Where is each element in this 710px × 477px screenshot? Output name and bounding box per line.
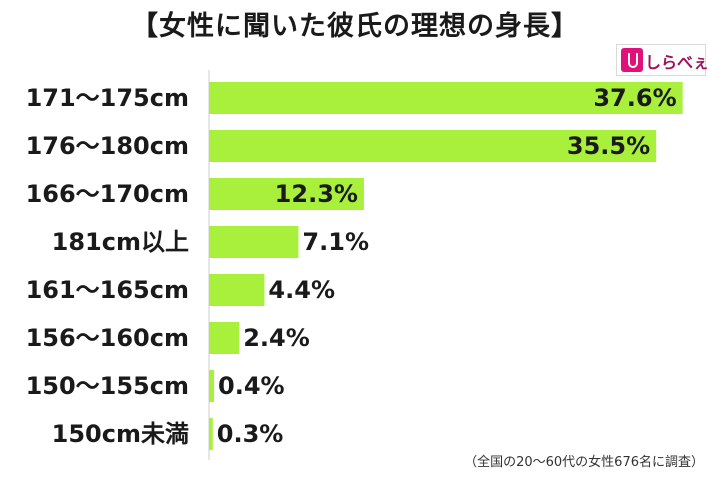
bar-5 — [209, 322, 240, 354]
brand-logo: しらべぇ — [616, 44, 710, 76]
bar-6 — [209, 370, 215, 402]
logo-icon — [621, 48, 643, 72]
category-label-4: 161～165cm — [26, 276, 189, 304]
bar-7 — [209, 418, 213, 450]
category-label-3: 181cm以上 — [52, 228, 189, 256]
value-label-2: 12.3% — [275, 180, 358, 208]
category-label-0: 171～175cm — [26, 84, 189, 112]
logo-text: しらべぇ — [645, 53, 710, 72]
value-label-1: 35.5% — [567, 132, 650, 160]
category-label-5: 156～160cm — [26, 324, 189, 352]
category-label-1: 176～180cm — [26, 132, 189, 160]
bar-3 — [209, 226, 299, 258]
survey-footnote: （全国の20～60代の女性676名に調査） — [464, 455, 704, 470]
bar-2 — [209, 178, 364, 210]
value-label-0: 37.6% — [593, 84, 676, 112]
category-label-7: 150cm未満 — [52, 420, 189, 448]
value-label-7: 0.3% — [217, 420, 284, 448]
value-label-3: 7.1% — [302, 228, 369, 256]
value-label-4: 4.4% — [268, 276, 335, 304]
value-label-6: 0.4% — [218, 372, 285, 400]
bar-0 — [209, 82, 683, 114]
value-label-5: 2.4% — [243, 324, 310, 352]
chart-title: 【女性に聞いた彼氏の理想の身長】 — [131, 11, 579, 42]
category-label-6: 150～155cm — [26, 372, 189, 400]
bar-4 — [209, 274, 265, 306]
category-label-2: 166～170cm — [26, 180, 189, 208]
bar-1 — [209, 130, 657, 162]
